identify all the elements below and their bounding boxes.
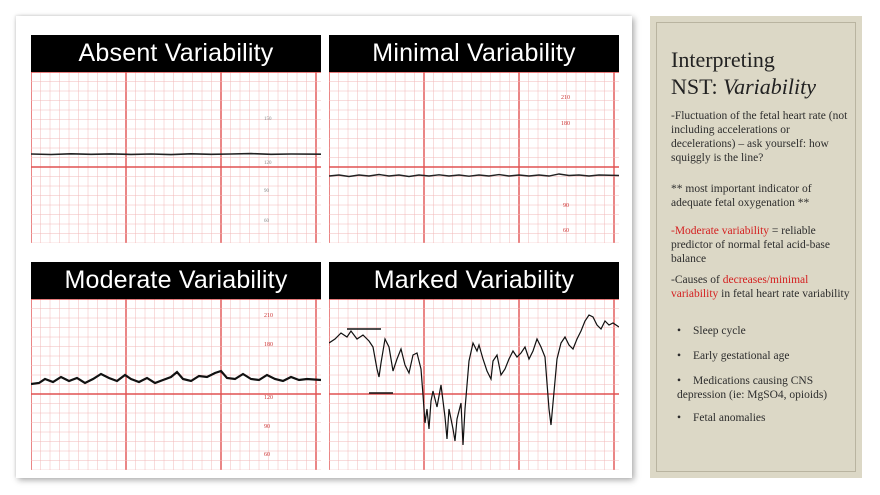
- highlight-text: -Moderate variability: [671, 225, 770, 237]
- tick-label: 90: [563, 203, 569, 209]
- tick-label: 150: [264, 117, 272, 122]
- tick-label: 90: [264, 189, 270, 194]
- fetal-heart-rate-graph: 210 180 120 90 60: [31, 299, 321, 470]
- paragraph-importance: ** most important indicator of adequate …: [671, 183, 812, 209]
- paragraph-causes: -Causes of decreases/minimal variability…: [671, 273, 851, 301]
- paragraph-definition: -Fluctuation of the fetal heart rate (no…: [671, 110, 848, 164]
- title-line-2-prefix: NST:: [671, 74, 724, 99]
- slide-figure-card: Absent Variability 120 150 90 60 Minimal…: [16, 16, 632, 478]
- panel-title: Marked Variability: [329, 262, 619, 299]
- list-item-text: Early gestational age: [693, 350, 790, 362]
- paragraph-moderate: -Moderate variability = reliable predict…: [671, 224, 851, 266]
- panel-title: Absent Variability: [31, 35, 321, 72]
- heart-rate-trace: [31, 369, 321, 386]
- fetal-heart-rate-graph: [329, 299, 619, 470]
- paragraph-text: in fetal heart rate variability: [718, 288, 850, 300]
- bullet-icon: •: [677, 375, 682, 387]
- paragraph-text: = reliable predictor of normal fetal aci…: [671, 225, 831, 265]
- tick-label: 180: [561, 121, 570, 127]
- fetal-heart-rate-graph: 210 180 90 60: [329, 72, 619, 243]
- list-item: • Fetal anomalies: [677, 411, 852, 425]
- tick-label: 180: [264, 342, 273, 348]
- highlight-text: decreases/minimal variability: [671, 274, 809, 300]
- heart-rate-trace: [329, 314, 619, 446]
- panel-minimal-variability: Minimal Variability 210 180 90 60: [329, 35, 619, 243]
- list-item-text: Fetal anomalies: [693, 412, 766, 424]
- sidebar-border: [656, 22, 856, 472]
- panel-title: Minimal Variability: [329, 35, 619, 72]
- tick-label: 90: [264, 424, 270, 430]
- fetal-heart-rate-graph: 120 150 90 60: [31, 72, 321, 243]
- tick-label: 120: [264, 395, 273, 401]
- list-item-text: Sleep cycle: [693, 325, 746, 337]
- list-item: • Medications causing CNS depression (ie:…: [677, 374, 852, 402]
- tick-label: 60: [264, 452, 270, 458]
- title-line-2-italic: Variability: [723, 74, 816, 99]
- bullet-icon: •: [677, 350, 682, 362]
- paragraph-text: -Causes of: [671, 274, 723, 286]
- list-item: • Early gestational age: [677, 349, 852, 363]
- tick-label: 120: [264, 161, 272, 166]
- tick-label: 60: [563, 228, 569, 234]
- panel-marked-variability: Marked Variability: [329, 262, 619, 470]
- heart-rate-trace: [329, 173, 619, 178]
- panel-moderate-variability: Moderate Variability 210 180 120 90 60: [31, 262, 321, 470]
- tick-label: 60: [264, 219, 270, 224]
- panel-title: Moderate Variability: [31, 262, 321, 299]
- tick-label: 210: [561, 95, 570, 101]
- title-line-1: Interpreting: [671, 47, 775, 72]
- tick-label: 210: [264, 313, 273, 319]
- heart-rate-trace: [31, 152, 321, 156]
- sidebar-panel: Interpreting NST: Variability -Fluctuati…: [650, 16, 862, 478]
- list-item-text: Medications causing CNS depression (ie: …: [677, 375, 828, 401]
- slide-title: Interpreting NST: Variability: [671, 46, 851, 100]
- bullet-icon: •: [677, 325, 682, 337]
- panel-absent-variability: Absent Variability 120 150 90 60: [31, 35, 321, 243]
- bullet-icon: •: [677, 412, 682, 424]
- list-item: • Sleep cycle: [677, 324, 852, 338]
